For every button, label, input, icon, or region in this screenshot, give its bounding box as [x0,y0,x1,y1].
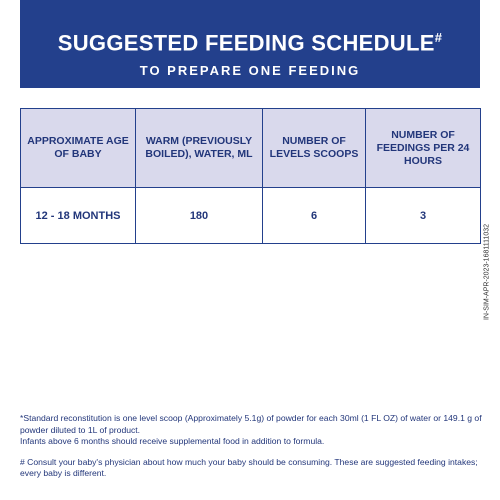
title-mark: # [434,30,443,45]
title-line: SUGGESTED FEEDING SCHEDULE# [20,30,480,56]
note: # Consult your baby's physician about ho… [20,456,478,479]
note: Infants above 6 months should receive su… [20,436,325,446]
title: SUGGESTED FEEDING SCHEDULE [57,30,435,56]
cell: 180 [135,187,263,244]
subtitle: TO PREPARE ONE FEEDING [139,63,361,78]
banner: SUGGESTED FEEDING SCHEDULE# TO PREPARE O… [20,0,480,88]
notes: *Standard reconstitution is one level sc… [20,413,482,480]
cell: 6 [262,187,366,244]
column-header: WARM (PREVIOUSLY BOILED), WATER, ML [135,108,263,188]
column-header: APPROXIMATE AGE OF BABY [20,108,136,188]
note: *Standard reconstitution is one level sc… [20,413,482,435]
column-header: NUMBER OF LEVELS SCOOPS [262,108,366,188]
cell: 12 - 18 MONTHS [20,187,136,244]
header-row: APPROXIMATE AGE OF BABY WARM (PREVIOUSLY… [20,108,481,188]
column-header: NUMBER OF FEEDINGS PER 24 HOURS [365,108,481,188]
cell: 3 [365,187,481,244]
side-code: IN-SIM-APR-2023-1681111032 [483,223,491,321]
feeding-table: APPROXIMATE AGE OF BABY WARM (PREVIOUSLY… [20,108,481,244]
data-row: 12 - 18 MONTHS 180 6 3 [20,187,481,244]
